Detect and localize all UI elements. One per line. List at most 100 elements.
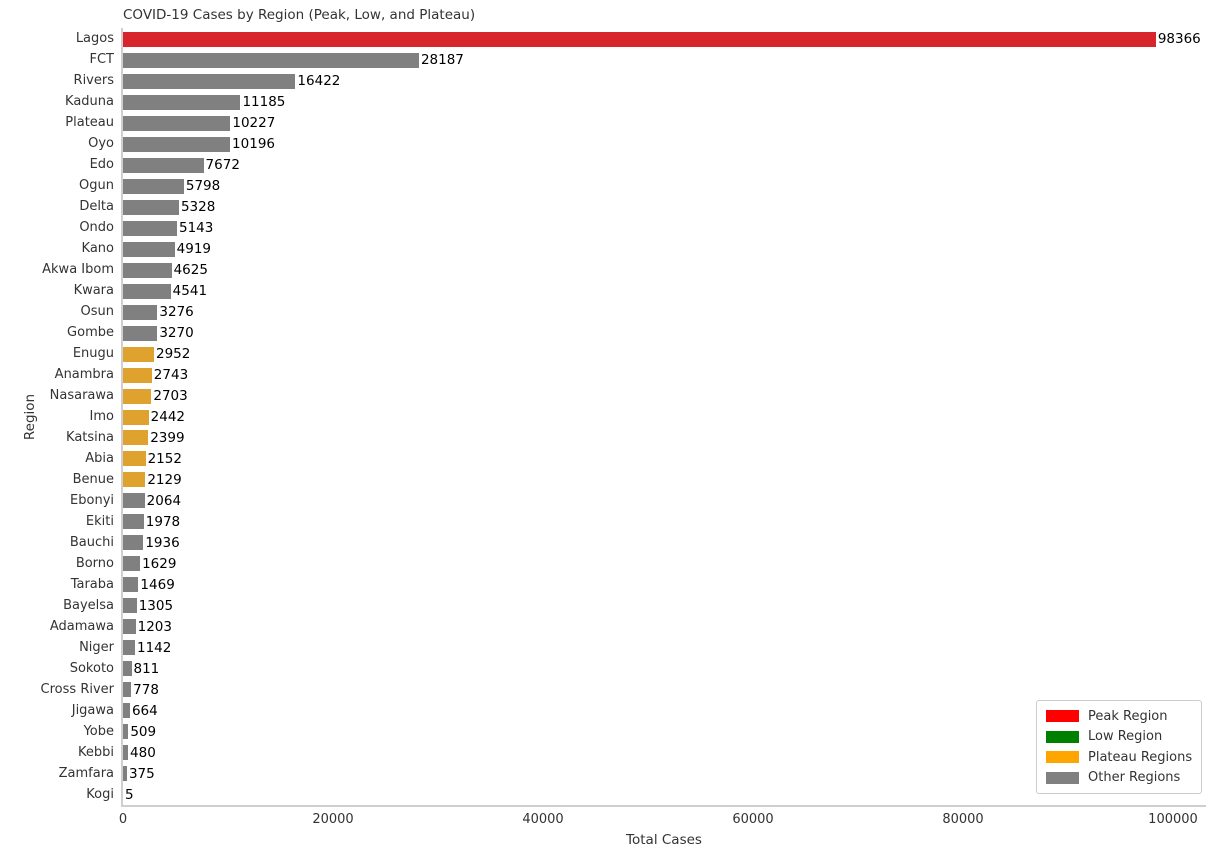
bar-gombe	[123, 325, 158, 341]
value-label-ebonyi: 2064	[146, 492, 182, 509]
category-label-gombe: Gombe	[67, 325, 114, 341]
bar-rivers	[123, 73, 296, 89]
value-label-bauchi: 1936	[145, 534, 180, 551]
bar-bayelsa	[123, 598, 137, 614]
category-label-fct: FCT	[89, 52, 115, 68]
category-label-kwara: Kwara	[73, 283, 114, 299]
value-label-fct: 28187	[420, 52, 464, 69]
value-label-yobe: 509	[130, 723, 157, 740]
value-label-enugu: 2952	[155, 346, 191, 363]
legend-item: Peak Region	[1046, 709, 1192, 724]
bar-abia	[123, 451, 146, 467]
value-label-sokoto: 811	[133, 660, 160, 677]
legend-label: Plateau Regions	[1088, 749, 1193, 765]
legend-label: Peak Region	[1088, 708, 1168, 724]
x-tick-label-80000: 80000	[942, 812, 984, 827]
x-axis-spine	[121, 805, 1206, 807]
legend-label: Other Regions	[1088, 770, 1181, 786]
category-label-enugu: Enugu	[72, 346, 114, 362]
category-label-yobe: Yobe	[83, 723, 114, 739]
value-label-lagos: 98366	[1157, 31, 1201, 48]
value-label-edo: 7672	[205, 157, 240, 174]
bar-bauchi	[123, 535, 144, 551]
bar-adamawa	[123, 619, 136, 635]
value-label-bayelsa: 1305	[138, 597, 174, 614]
legend-swatch-icon	[1046, 730, 1079, 743]
bar-zamfara	[123, 766, 127, 782]
legend-label: Low Region	[1088, 729, 1163, 745]
category-label-abia: Abia	[85, 450, 114, 466]
bar-kwara	[123, 283, 171, 299]
value-label-ogun: 5798	[185, 178, 221, 195]
bar-borno	[123, 556, 141, 572]
bar-kebbi	[123, 745, 129, 761]
category-label-osun: Osun	[80, 304, 114, 320]
bar-katsina	[123, 430, 149, 446]
value-label-ekiti: 1978	[145, 513, 181, 530]
legend-swatch-icon	[1046, 710, 1079, 723]
category-label-zamfara: Zamfara	[58, 765, 114, 781]
category-label-cross-river: Cross River	[40, 681, 114, 697]
value-label-katsina: 2399	[150, 429, 185, 446]
bar-enugu	[123, 346, 154, 362]
value-label-rivers: 16422	[297, 73, 341, 90]
legend-item: Other Regions	[1046, 770, 1192, 785]
category-label-kebbi: Kebbi	[78, 744, 114, 760]
bar-ogun	[123, 178, 184, 194]
bar-akwa-ibom	[123, 262, 172, 278]
category-label-jigawa: Jigawa	[71, 702, 114, 718]
bar-kaduna	[123, 94, 241, 110]
category-label-imo: Imo	[89, 409, 114, 424]
category-label-rivers: Rivers	[73, 73, 114, 89]
value-label-osun: 3276	[159, 304, 194, 321]
bar-ebonyi	[123, 493, 145, 509]
bar-taraba	[123, 577, 139, 593]
category-label-niger: Niger	[79, 639, 114, 655]
x-tick-label-100000: 100000	[1148, 812, 1198, 827]
value-label-kogi: 5	[125, 786, 134, 803]
category-label-nasarawa: Nasarawa	[49, 388, 114, 404]
category-label-kano: Kano	[81, 241, 114, 257]
value-label-anambra: 2743	[153, 367, 189, 384]
x-tick-label-60000: 60000	[732, 812, 774, 827]
value-label-kaduna: 11185	[242, 94, 286, 111]
legend-swatch-icon	[1046, 751, 1079, 764]
value-label-akwa-ibom: 4625	[173, 262, 208, 279]
category-label-plateau: Plateau	[65, 115, 114, 131]
value-label-delta: 5328	[180, 199, 216, 216]
category-label-bayelsa: Bayelsa	[63, 597, 114, 613]
category-label-katsina: Katsina	[66, 429, 114, 445]
x-tick-label-0: 0	[118, 812, 128, 827]
legend-item: Plateau Regions	[1046, 750, 1192, 765]
value-label-gombe: 3270	[159, 325, 194, 342]
value-label-zamfara: 375	[128, 765, 155, 782]
bar-lagos	[123, 31, 1156, 47]
category-label-akwa-ibom: Akwa Ibom	[42, 262, 114, 278]
category-label-ogun: Ogun	[79, 178, 114, 194]
value-label-ondo: 5143	[179, 220, 214, 237]
value-label-niger: 1142	[136, 639, 172, 656]
value-label-nasarawa: 2703	[153, 388, 188, 405]
category-label-ondo: Ondo	[79, 220, 114, 236]
category-label-adamawa: Adamawa	[49, 618, 114, 634]
x-tick-label-40000: 40000	[522, 812, 564, 827]
value-label-benue: 2129	[147, 471, 182, 488]
x-tick-label-20000: 20000	[312, 812, 354, 827]
value-label-oyo: 10196	[232, 136, 275, 153]
bar-niger	[123, 640, 135, 656]
legend: Peak Region Low Region Plateau Regions Othe…	[1036, 700, 1202, 794]
value-label-adamawa: 1203	[137, 618, 172, 635]
category-label-anambra: Anambra	[54, 367, 114, 383]
category-label-benue: Benue	[72, 471, 114, 487]
value-label-kano: 4919	[176, 241, 211, 258]
bar-cross-river	[123, 682, 132, 698]
category-label-lagos: Lagos	[75, 31, 114, 47]
category-label-edo: Edo	[89, 157, 114, 173]
bar-imo	[123, 409, 149, 425]
bar-osun	[123, 304, 158, 320]
value-label-borno: 1629	[142, 555, 177, 572]
bar-yobe	[123, 724, 129, 740]
value-label-taraba: 1469	[140, 576, 175, 593]
